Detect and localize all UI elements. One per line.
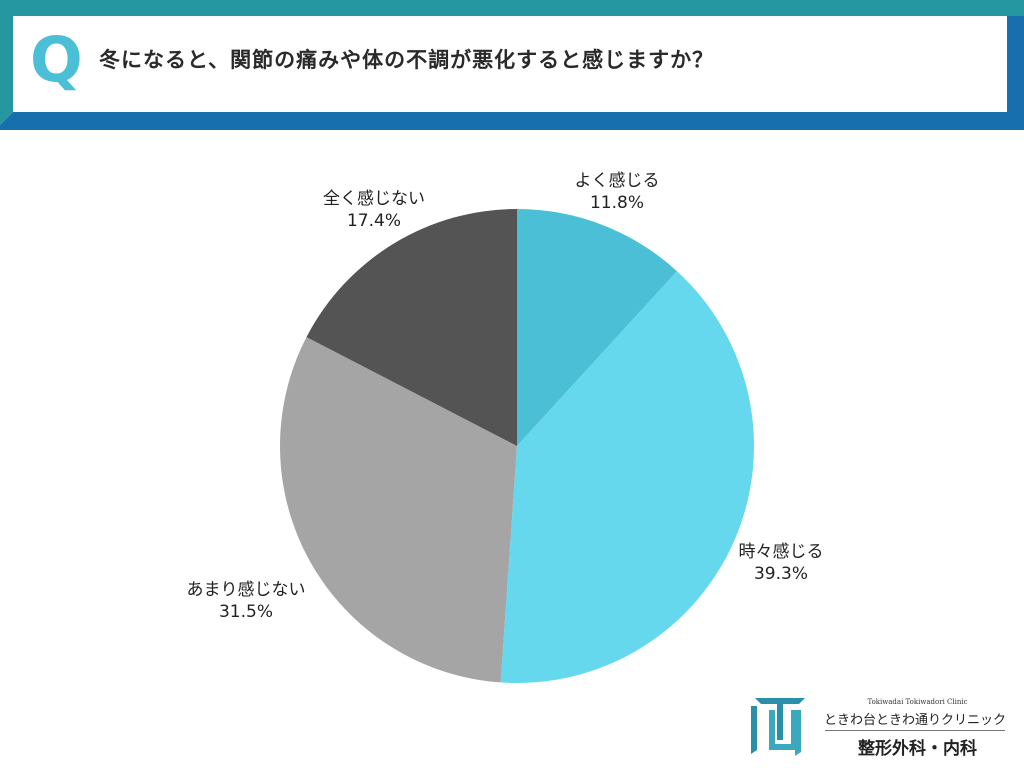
label-never: 全く感じない 17.4% xyxy=(323,188,425,232)
clinic-logo: Tokiwadai Tokiwadori Clinic ときわ台ときわ通りクリニ… xyxy=(745,688,1015,760)
label-rarely-name: あまり感じない xyxy=(186,580,306,600)
clinic-logo-mark-icon xyxy=(751,698,805,756)
question-text: 冬になると、関節の痛みや体の不調が悪化すると感じますか？ xyxy=(99,48,715,72)
clinic-name: ときわ台ときわ通りクリニック xyxy=(823,713,1006,728)
pie-graphic xyxy=(279,208,754,683)
slice-often xyxy=(517,209,678,446)
logo-divider xyxy=(825,730,1005,731)
clinic-department: 整形外科・内科 xyxy=(858,739,977,759)
pie-chart: よく感じる 11.8% 時々感じる 39.3% あまり感じない 31.5% 全く… xyxy=(0,130,1024,690)
label-never-value: 17.4% xyxy=(346,211,401,231)
question-header: Q 冬になると、関節の痛みや体の不調が悪化すると感じますか？ xyxy=(0,0,1024,130)
slice-sometimes xyxy=(500,271,754,683)
q-mark: Q xyxy=(30,23,83,96)
question-box: Q 冬になると、関節の痛みや体の不調が悪化すると感じますか？ xyxy=(13,16,1007,112)
slice-never xyxy=(306,208,517,446)
header-frame-graphic xyxy=(0,0,1024,130)
label-rarely-value: 31.5% xyxy=(218,602,273,622)
slice-rarely xyxy=(279,337,517,683)
label-sometimes-name: 時々感じる xyxy=(738,542,824,562)
label-sometimes: 時々感じる 39.3% xyxy=(739,541,824,585)
label-rarely: あまり感じない 31.5% xyxy=(187,579,306,623)
label-often-value: 11.8% xyxy=(589,193,644,213)
label-never-name: 全く感じない xyxy=(323,189,425,209)
label-often: よく感じる 11.8% xyxy=(575,170,660,214)
clinic-name-english: Tokiwadai Tokiwadori Clinic xyxy=(867,698,968,706)
label-often-name: よく感じる xyxy=(574,171,660,191)
label-sometimes-value: 39.3% xyxy=(753,564,808,584)
